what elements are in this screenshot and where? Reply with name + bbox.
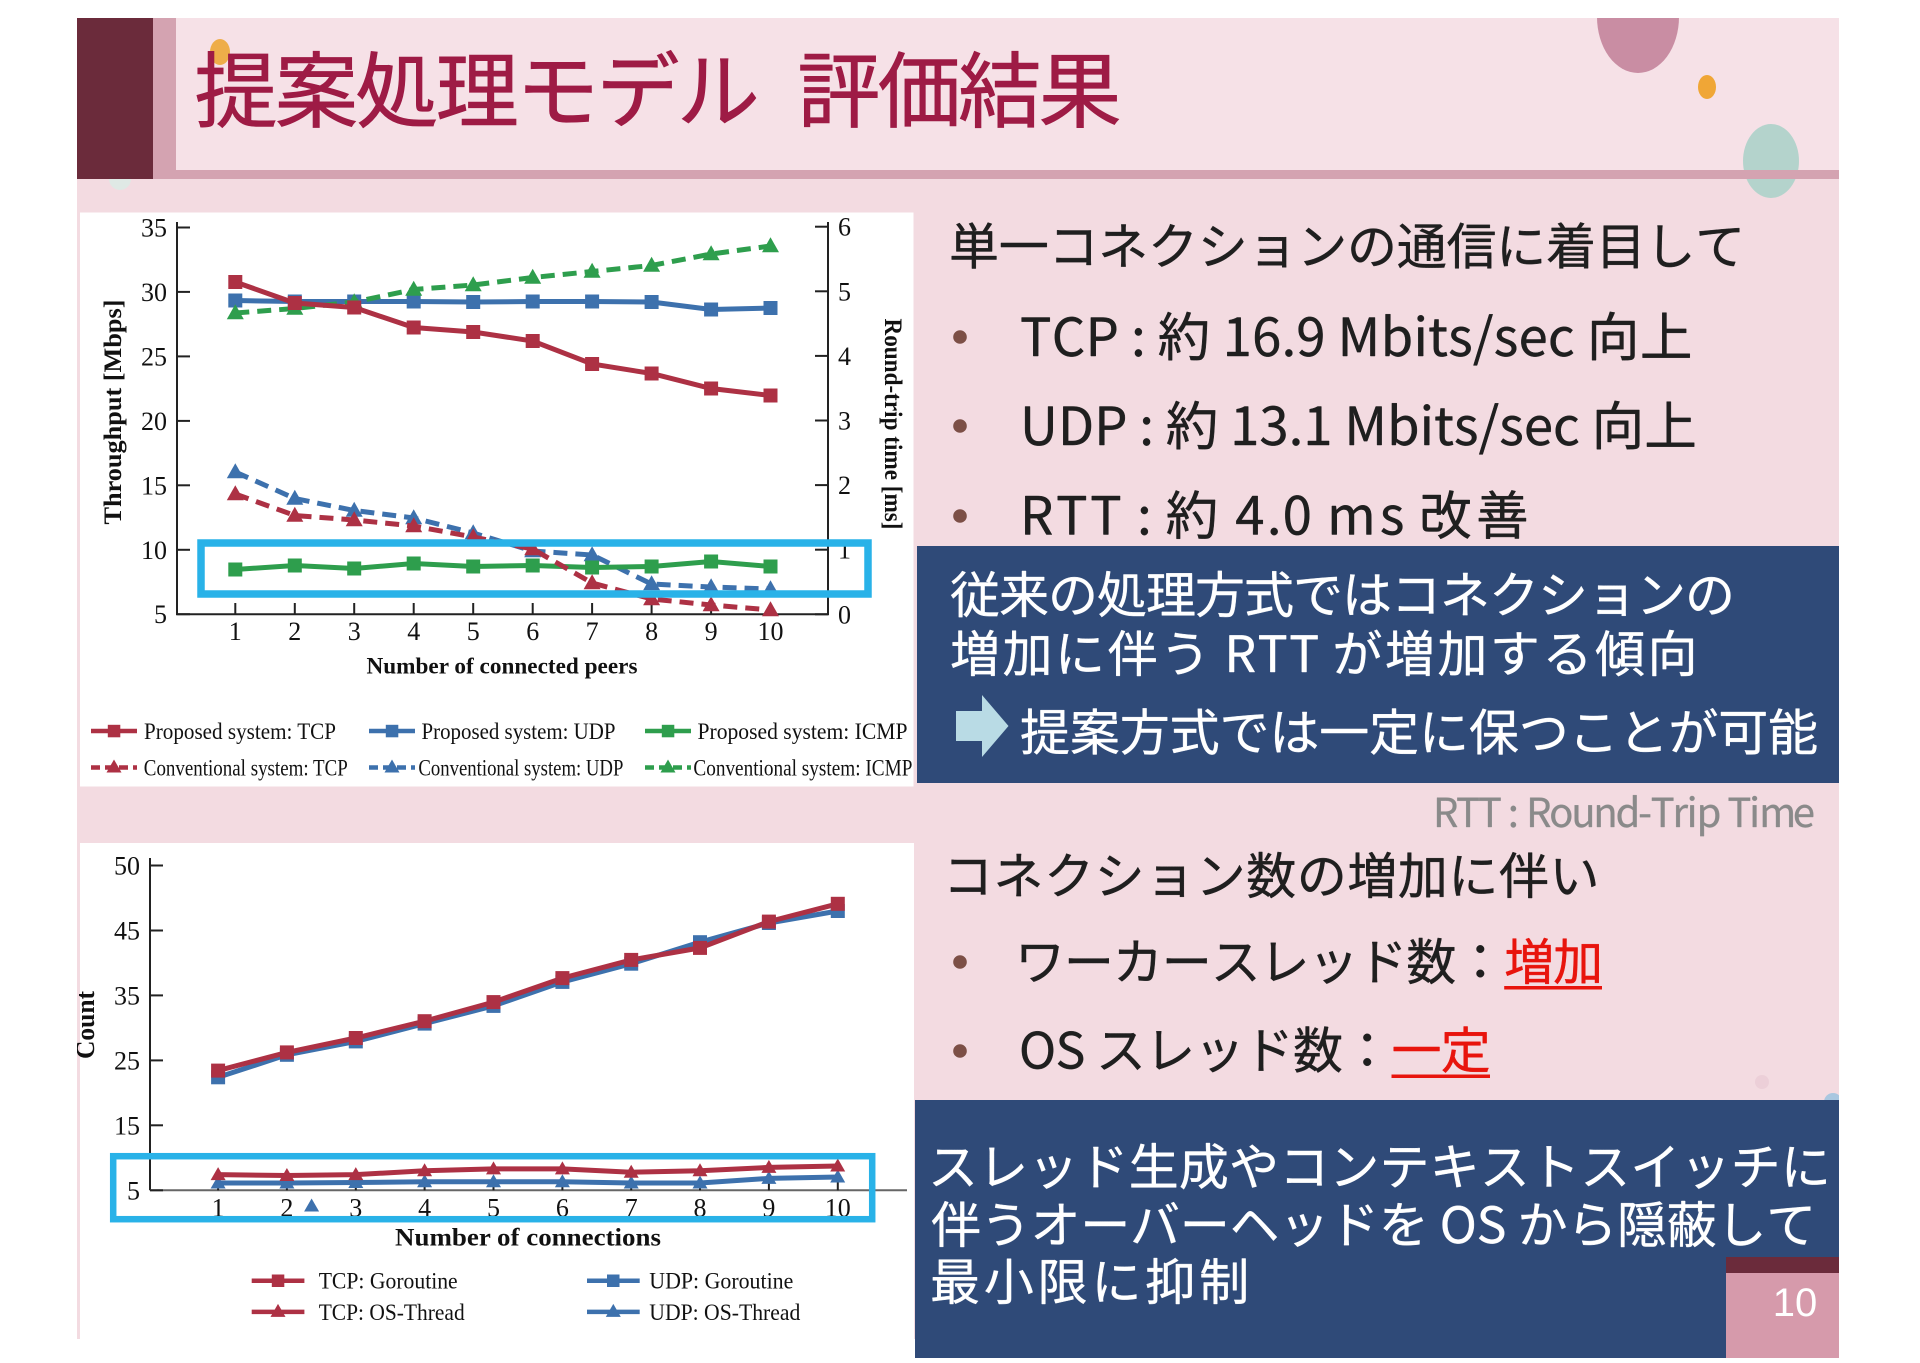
svg-text:25: 25	[141, 342, 167, 371]
svg-text:5: 5	[127, 1176, 140, 1205]
svg-text:35: 35	[114, 981, 140, 1010]
svg-text:15: 15	[114, 1111, 140, 1140]
svg-text:Number of connected peers: Number of connected peers	[367, 654, 638, 680]
svg-text:6: 6	[838, 213, 851, 242]
svg-text:6: 6	[526, 617, 539, 646]
svg-text:45: 45	[114, 917, 140, 946]
svg-text:Conventional system: ICMP: Conventional system: ICMP	[693, 756, 912, 781]
svg-text:5: 5	[467, 617, 480, 646]
svg-text:Round-trip time [ms]: Round-trip time [ms]	[879, 319, 908, 530]
svg-text:15: 15	[141, 471, 167, 500]
svg-text:8: 8	[694, 1194, 707, 1223]
svg-text:5: 5	[487, 1194, 500, 1223]
svg-text:Throughput [Mbps]: Throughput [Mbps]	[98, 300, 127, 525]
svg-text:7: 7	[586, 617, 599, 646]
svg-text:5: 5	[838, 277, 851, 306]
svg-text:Conventional system: TCP: Conventional system: TCP	[144, 756, 348, 781]
svg-text:UDP: Goroutine: UDP: Goroutine	[649, 1269, 793, 1294]
svg-text:5: 5	[154, 600, 167, 629]
svg-text:Proposed system: ICMP: Proposed system: ICMP	[698, 719, 908, 744]
svg-text:4: 4	[407, 617, 420, 646]
svg-text:TCP: Goroutine: TCP: Goroutine	[319, 1269, 458, 1294]
svg-text:30: 30	[141, 278, 167, 307]
svg-text:Number of connections: Number of connections	[395, 1223, 661, 1252]
svg-text:4: 4	[418, 1194, 431, 1223]
svg-text:Conventional system: UDP: Conventional system: UDP	[418, 756, 623, 781]
svg-text:20: 20	[141, 407, 167, 436]
svg-text:TCP: OS-Thread: TCP: OS-Thread	[319, 1300, 465, 1325]
svg-text:25: 25	[114, 1046, 140, 1075]
svg-text:7: 7	[625, 1194, 638, 1223]
svg-text:3: 3	[838, 407, 851, 436]
svg-text:2: 2	[280, 1194, 293, 1223]
svg-text:2: 2	[838, 471, 851, 500]
svg-text:35: 35	[141, 214, 167, 243]
svg-text:6: 6	[556, 1194, 569, 1223]
svg-text:10: 10	[1773, 1281, 1818, 1325]
svg-text:4: 4	[838, 342, 851, 371]
svg-text:9: 9	[762, 1194, 775, 1223]
svg-text:50: 50	[114, 852, 140, 881]
svg-text:Proposed system: TCP: Proposed system: TCP	[144, 719, 336, 744]
svg-text:8: 8	[645, 617, 658, 646]
svg-text:3: 3	[349, 1194, 362, 1223]
svg-text:3: 3	[348, 617, 361, 646]
svg-text:10: 10	[141, 536, 167, 565]
svg-text:0: 0	[838, 600, 851, 629]
svg-text:Proposed system: UDP: Proposed system: UDP	[422, 719, 616, 744]
svg-text:9: 9	[705, 617, 718, 646]
svg-text:1: 1	[212, 1194, 225, 1223]
svg-text:1: 1	[229, 617, 242, 646]
svg-text:UDP: OS-Thread: UDP: OS-Thread	[649, 1300, 800, 1325]
svg-text:2: 2	[288, 617, 301, 646]
svg-text:10: 10	[758, 617, 784, 646]
